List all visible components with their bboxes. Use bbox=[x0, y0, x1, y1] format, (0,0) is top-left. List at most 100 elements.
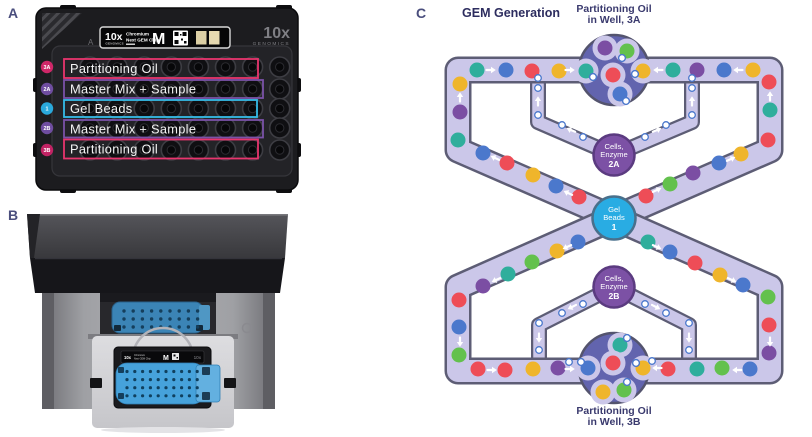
channel-dot bbox=[761, 74, 777, 90]
flow-arrow-tail bbox=[494, 277, 502, 282]
flow-arrow-head bbox=[655, 244, 662, 250]
chip-well-center bbox=[193, 145, 204, 155]
gasket-hole bbox=[149, 317, 154, 321]
gem-bead-dot bbox=[617, 53, 627, 63]
gem-bead-dot bbox=[631, 358, 641, 368]
row-badge-label: 3B bbox=[44, 148, 51, 154]
flow-arrow-tail bbox=[651, 128, 659, 133]
gem-bead-dot bbox=[621, 96, 631, 106]
flow-arrow-head bbox=[685, 338, 693, 343]
gem-cell-dot bbox=[597, 40, 613, 56]
chip-well-center bbox=[166, 84, 177, 94]
row-badge bbox=[40, 102, 54, 115]
chip-well-center bbox=[112, 145, 122, 155]
flow-arrow-head bbox=[655, 187, 662, 193]
gasket-hole bbox=[159, 317, 163, 321]
gasket-hole bbox=[187, 378, 191, 382]
flow-arrow-icon bbox=[567, 303, 578, 310]
gasket-hole bbox=[141, 369, 145, 374]
row-outline-box bbox=[63, 99, 258, 118]
flow-arrow-head bbox=[730, 277, 737, 283]
channel-dot bbox=[761, 317, 777, 333]
flow-arrow-icon bbox=[564, 66, 575, 74]
chip-row-annotations: 3A Partitioning Oil 2A Master Mix + Sample 1… bbox=[40, 58, 264, 160]
gasket-hole bbox=[172, 394, 176, 398]
gem-bead-dot bbox=[588, 72, 598, 82]
bottom-well-label-line2: in Well, 3B bbox=[588, 416, 641, 428]
gasket-hole bbox=[156, 386, 160, 390]
gasket-hole bbox=[131, 309, 135, 313]
flow-arrow-tail bbox=[570, 303, 578, 309]
tray-clamp-arch bbox=[131, 326, 195, 359]
gasket-hole bbox=[125, 369, 129, 374]
channel-contents bbox=[450, 35, 778, 405]
flow-arrow-head bbox=[733, 66, 738, 74]
channel-dot bbox=[687, 255, 703, 271]
plate-qr-code bbox=[173, 30, 188, 46]
channel-dot bbox=[451, 319, 467, 335]
gel-bead-dot bbox=[558, 121, 566, 129]
gasket-hole bbox=[148, 386, 152, 390]
channel-dot bbox=[525, 167, 541, 183]
row-badge-label: 1 bbox=[46, 107, 49, 113]
gem-cell-dot bbox=[612, 337, 628, 353]
channel-dot bbox=[762, 102, 778, 118]
gasket-hole bbox=[148, 394, 152, 398]
flow-arrow-tail bbox=[650, 303, 658, 309]
plate-underline bbox=[126, 43, 135, 45]
chip-well-center bbox=[193, 123, 204, 133]
channel-dot bbox=[548, 178, 564, 194]
chip-bay-shadow bbox=[100, 293, 216, 302]
row-badge bbox=[40, 82, 54, 96]
row-label: Partitioning Oil bbox=[70, 142, 158, 157]
row-badge bbox=[40, 121, 54, 135]
flow-arrow-head bbox=[490, 155, 497, 161]
panel-c-gem-generation-diagram: C GEM Generation Partitioning Oil in Wel… bbox=[416, 3, 784, 428]
gasket-hole bbox=[141, 378, 145, 382]
channel-dot bbox=[571, 189, 587, 205]
flow-arrow-head bbox=[688, 96, 696, 101]
chip-well-center bbox=[275, 62, 285, 72]
row-badge-label: 2A bbox=[44, 87, 51, 93]
gem-cell-dot bbox=[605, 67, 621, 83]
chip-wells-grid bbox=[79, 56, 291, 161]
row-badge-label: 2B bbox=[44, 126, 51, 132]
tray-chip-brand: 10x bbox=[124, 355, 132, 360]
gasket-hole bbox=[133, 386, 137, 390]
flow-arrow-icon bbox=[651, 127, 662, 133]
flow-arrow-tail bbox=[566, 191, 574, 196]
gasket-hole bbox=[141, 386, 145, 390]
eject-button[interactable] bbox=[241, 322, 253, 334]
gel-bead-dot bbox=[535, 319, 543, 327]
gasket-hole bbox=[164, 386, 168, 390]
gasket-hole bbox=[180, 386, 184, 390]
node-id: 2A bbox=[609, 159, 620, 169]
chip-well-center bbox=[220, 103, 231, 114]
chip-well-center bbox=[247, 145, 258, 155]
channel-dot bbox=[524, 63, 540, 79]
tray-side-clip bbox=[224, 378, 236, 388]
channel-dot bbox=[716, 62, 732, 78]
gasket-hole bbox=[122, 309, 126, 313]
channel-dot bbox=[662, 176, 678, 192]
gasket-hole bbox=[148, 369, 152, 374]
flow-arrow-icon bbox=[652, 364, 663, 372]
channel-dot bbox=[475, 145, 491, 161]
channel-dot bbox=[469, 62, 485, 78]
channel-dot bbox=[689, 361, 705, 377]
gasket-hole bbox=[195, 394, 199, 398]
instrument-face-edge bbox=[263, 293, 275, 409]
chip-well-center bbox=[275, 103, 285, 114]
chip-well-center bbox=[139, 62, 149, 72]
flow-arrow-tail bbox=[726, 277, 734, 282]
gasket-hole bbox=[172, 378, 176, 382]
tray-gasket bbox=[115, 362, 221, 405]
gel-bead-dot bbox=[641, 300, 649, 308]
channel-dot bbox=[499, 155, 515, 171]
channel-dot bbox=[745, 62, 761, 78]
flow-arrow-head bbox=[567, 304, 574, 310]
chip-well-center bbox=[220, 84, 231, 94]
flow-arrow-tail bbox=[565, 244, 573, 249]
flow-arrow-tail bbox=[569, 128, 577, 133]
